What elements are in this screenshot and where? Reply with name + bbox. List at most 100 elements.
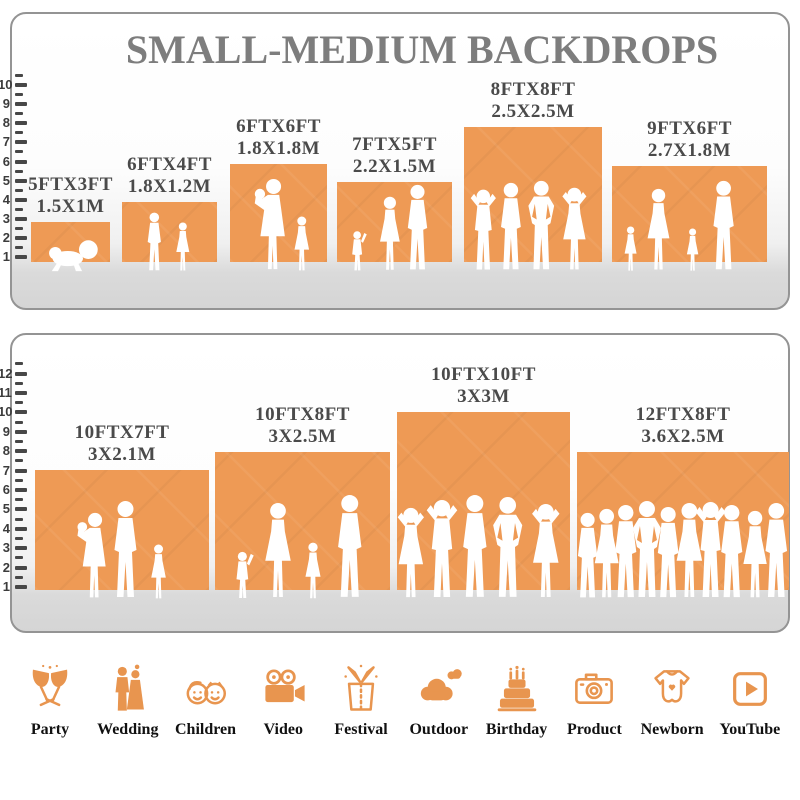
- ruler-number: 8: [2, 115, 10, 131]
- backdrop-8ftx8ft: 8FTX8FT 2.5X2.5M: [464, 79, 602, 270]
- ruler-tick-minor: [15, 169, 23, 173]
- ruler-number: 1: [2, 249, 10, 264]
- ruler-tick-major: [15, 102, 27, 107]
- ruler-tick-major: [15, 546, 27, 551]
- size-meters-text: 2.5X2.5M: [491, 100, 575, 122]
- height-ruler-feet: 1 2 3 4 5 6 7 8 9 10: [0, 14, 788, 308]
- ruler-tick-minor: [15, 93, 23, 97]
- size-meters-text: 3.6X2.5M: [641, 425, 725, 447]
- size-meters-text: 2.7X1.8M: [647, 139, 732, 161]
- ruler-number: 10: [0, 77, 13, 93]
- people-silhouettes: [147, 212, 190, 271]
- youtube-icon: [725, 664, 775, 714]
- category-label: Outdoor: [409, 721, 469, 738]
- ruler-tick-minor: [15, 537, 23, 540]
- ruler-number: 5: [2, 172, 10, 188]
- backdrop-size-label: 9FTX6FT 2.7X1.8M: [647, 118, 732, 161]
- backdrop-10ftx10ft: 10FTX10FT 3X3M: [397, 364, 570, 598]
- ruler-tick-minor: [15, 478, 23, 482]
- birthday-icon: [492, 664, 542, 714]
- category-label: Birthday: [485, 721, 548, 738]
- backdrop-size-label: 5FTX3FT 1.5X1M: [28, 174, 113, 217]
- size-feet-text: 10FTX10FT: [431, 364, 536, 386]
- size-meters-text: 1.8X1.2M: [127, 175, 212, 197]
- category-outdoor: Outdoor: [401, 652, 477, 772]
- ruler-tick-major: [15, 449, 27, 454]
- backdrop-size-label: 6FTX6FT 1.8X1.8M: [236, 116, 321, 159]
- people-silhouettes: [470, 180, 587, 270]
- ruler-tick-minor: [15, 245, 23, 249]
- ruler-number: 8: [2, 443, 10, 459]
- ruler-tick-major: [15, 216, 27, 221]
- ruler-tick-major: [15, 488, 27, 492]
- ruler-tick-minor: [15, 420, 23, 424]
- size-feet-text: 6FTX6FT: [236, 116, 321, 138]
- ruler-number: 4: [2, 191, 10, 207]
- category-label: Newborn: [640, 721, 704, 738]
- ruler-tick-major: [15, 391, 27, 395]
- ruler-tick-major: [15, 585, 27, 589]
- category-label: Video: [263, 721, 303, 738]
- ruler-tick-major: [15, 429, 27, 434]
- ruler-number: 6: [2, 482, 10, 497]
- people-silhouettes: [624, 180, 734, 271]
- ruler-tick-major: [15, 83, 27, 88]
- ruler-tick-major: [15, 255, 27, 259]
- people-silhouettes: [236, 495, 362, 599]
- size-feet-text: 6FTX4FT: [127, 154, 212, 176]
- ruler-number: 2: [2, 229, 10, 245]
- category-label: Children: [175, 721, 237, 738]
- ruler-number: 7: [2, 462, 10, 478]
- backdrop-group: 5FTX3FT 1.5X1M 6FTX4FT 1.8X1.2M 6FTX6FT 1.8X1…: [12, 14, 788, 308]
- ruler-number: 3: [2, 210, 10, 226]
- ruler-tick-minor: [15, 131, 23, 135]
- size-meters-text: 3X2.5M: [268, 425, 337, 447]
- ruler-tick-minor: [15, 459, 23, 463]
- ruler-number: 4: [2, 520, 10, 536]
- category-video: Video: [245, 652, 321, 772]
- size-meters-text: 3X3M: [457, 385, 510, 407]
- ruler-tick-major: [15, 507, 27, 512]
- size-feet-text: 7FTX5FT: [352, 134, 437, 156]
- page-title: SMALL-MEDIUM BACKDROPS: [125, 27, 719, 72]
- people-silhouettes: [254, 178, 310, 271]
- size-feet-text: 12FTX8FT: [635, 404, 731, 426]
- ruler-tick-minor: [15, 556, 23, 560]
- category-wedding: Wedding: [90, 652, 166, 772]
- ruler-tick-minor: [15, 226, 23, 230]
- newborn-icon: [647, 664, 697, 714]
- ruler-tick-major: [15, 565, 27, 570]
- video-icon: [258, 664, 308, 714]
- ruler-tick-minor: [15, 362, 23, 366]
- product-icon: [569, 664, 619, 714]
- size-meters-text: 2.2X1.5M: [352, 155, 437, 177]
- category-row: Party Wedding Children Video Festival Outdoor…: [0, 652, 800, 772]
- backdrop-9ftx6ft: 9FTX6FT 2.7X1.8M: [612, 118, 767, 271]
- category-label: Wedding: [97, 721, 159, 738]
- ruler-tick-minor: [15, 381, 23, 385]
- backdrop-size-label: 6FTX4FT 1.8X1.2M: [127, 154, 212, 197]
- category-product: Product: [556, 652, 632, 772]
- ruler-number: 12: [0, 365, 13, 381]
- category-youtube: YouTube: [712, 652, 788, 772]
- backdrop-10ftx7ft: 10FTX7FT 3X2.1M: [35, 422, 209, 599]
- category-birthday: Birthday: [479, 652, 555, 772]
- ruler-tick-major: [15, 526, 27, 531]
- backdrop-6ftx6ft: 6FTX6FT 1.8X1.8M: [230, 116, 327, 271]
- ruler-number: 5: [2, 501, 10, 517]
- backdrop-size-label: 10FTX8FT 3X2.5M: [255, 404, 350, 447]
- people-silhouettes: [352, 184, 428, 271]
- backdrop-5ftx3ft: 5FTX3FT 1.5X1M: [28, 174, 112, 272]
- people-silhouettes: [577, 501, 788, 598]
- category-label: YouTube: [719, 721, 781, 738]
- size-feet-text: 8FTX8FT: [490, 79, 576, 101]
- ruler-tick-minor: [15, 498, 23, 502]
- ruler-tick-minor: [15, 401, 23, 405]
- backdrop-7ftx5ft: 7FTX5FT 2.2X1.5M: [337, 134, 452, 271]
- ruler-number: 9: [2, 423, 10, 439]
- ruler-tick-minor: [15, 207, 23, 211]
- category-label: Festival: [334, 721, 388, 738]
- ruler-tick-major: [15, 159, 27, 164]
- children-icon: [181, 664, 231, 714]
